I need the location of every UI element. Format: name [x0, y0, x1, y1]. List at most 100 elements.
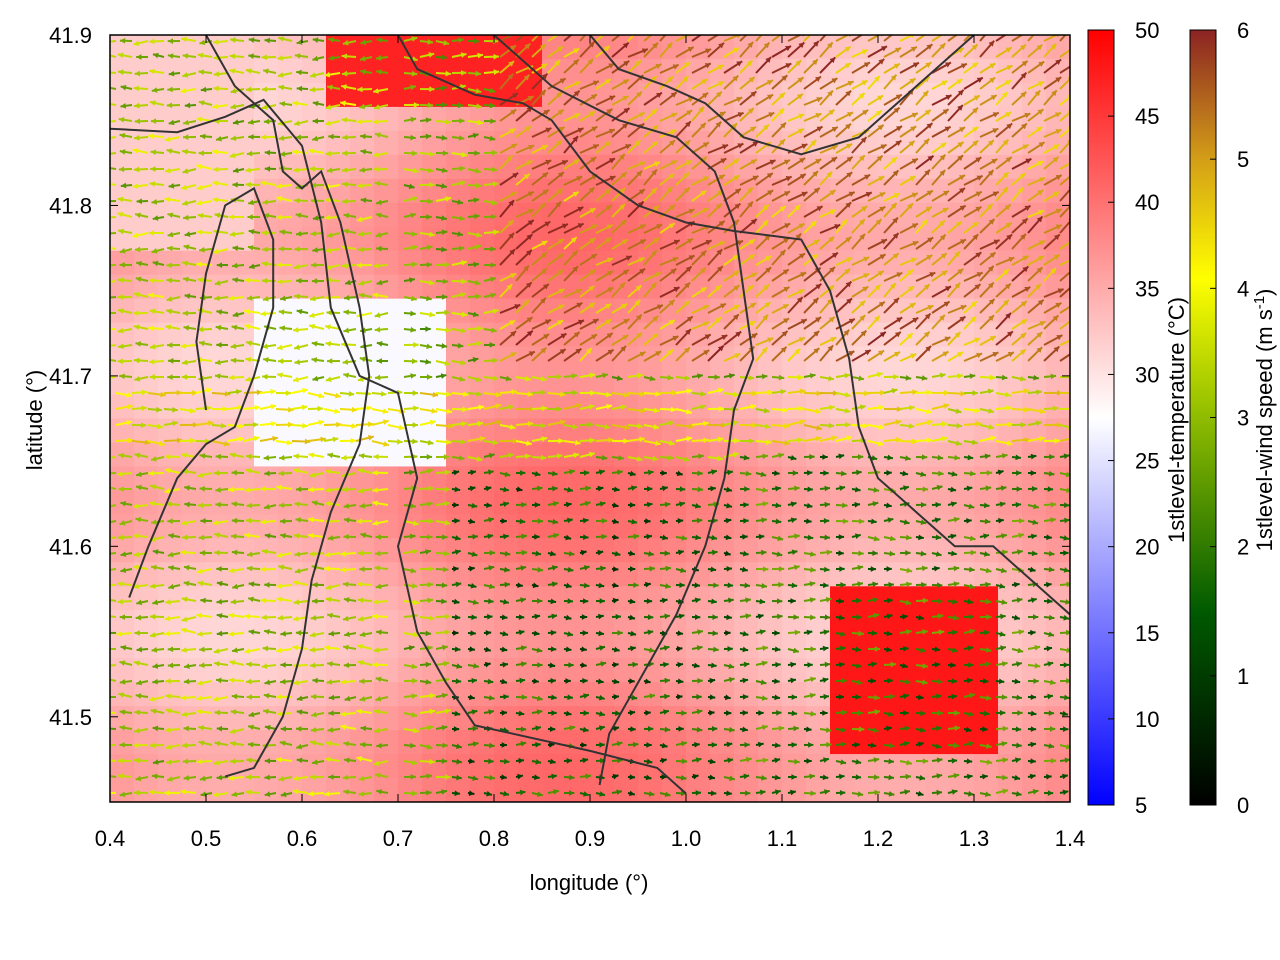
wind-arrow-shaft [110, 167, 117, 170]
temperature-cell [518, 274, 543, 300]
temperature-cell [734, 658, 759, 683]
temperature-cell [614, 370, 639, 396]
temperature-cell [254, 562, 279, 587]
wind-arrow-head [102, 743, 107, 749]
temperature-cell [710, 634, 735, 659]
temperature-cell [806, 82, 831, 108]
temperature-cell [374, 778, 399, 802]
temperature-cell [1046, 634, 1070, 659]
temperature-cell [878, 202, 903, 228]
temperature-cell [158, 58, 183, 84]
temperature-cell [974, 35, 999, 60]
wind-arrow-head [119, 149, 126, 155]
temperature-cell [350, 538, 375, 563]
temperature-cell [374, 250, 399, 276]
temperature-cell [902, 322, 927, 348]
wind-arrow-head [103, 231, 108, 237]
temperature-cell [1022, 610, 1047, 635]
temperature-cell [374, 562, 399, 587]
temperature-cell [926, 778, 951, 802]
temperature-cell [638, 706, 663, 731]
wind-arrow-head [118, 116, 125, 123]
wind-arrow-shaft [110, 136, 117, 139]
temperature-cell [638, 35, 663, 60]
temperature-cell [950, 322, 975, 348]
temperature-cell [494, 538, 519, 563]
temperature-cell [398, 754, 423, 779]
temperature-cell [422, 154, 447, 180]
temperature-cell [398, 538, 423, 563]
temperature-cell [326, 394, 351, 420]
temperature-cell [590, 562, 615, 587]
temperature-cell [302, 58, 327, 84]
temperature-cell [230, 538, 255, 563]
temperature-cell [446, 370, 471, 396]
temperature-cell [278, 754, 303, 779]
temperature-cell [950, 538, 975, 563]
temperature-cell [470, 682, 495, 707]
wind-vectors [100, 27, 1070, 798]
wind-arrow-head [103, 484, 109, 490]
temperature-cell [830, 586, 855, 611]
temperature-cell [566, 586, 591, 611]
temperature-cell [926, 538, 951, 563]
temperature-cell [278, 610, 303, 635]
temperature-cell [854, 322, 879, 348]
temperature-cell [494, 658, 519, 683]
temperature-cell [542, 682, 567, 707]
temperature-cell [806, 35, 831, 60]
wind-arrow-head [144, 439, 151, 446]
temperature-cell [734, 634, 759, 659]
temperature-cell [398, 58, 423, 84]
temperature-cell [230, 682, 255, 707]
wind-arrow-head [101, 280, 107, 286]
temperature-cell [158, 442, 183, 468]
temperature-cell [878, 730, 903, 755]
temperature-cell [374, 394, 399, 420]
wind-arrow-head [575, 27, 581, 33]
temperature-cell [926, 442, 951, 468]
temperature-cell [182, 514, 207, 539]
temperature-cell [638, 778, 663, 802]
temperature-cell [230, 778, 255, 802]
temperature-cell [302, 202, 327, 228]
temperature-cell [110, 586, 135, 611]
wind-arrow-shaft [110, 232, 117, 235]
wind-arrow-head [120, 182, 127, 189]
temperature-cell [182, 658, 207, 683]
temperature-cell [302, 778, 327, 802]
temperature-cell [374, 610, 399, 635]
temperature-cell [614, 418, 639, 444]
wind-arrow-shaft [110, 711, 117, 714]
temperature-cell [374, 730, 399, 755]
temperature-cell [998, 610, 1023, 635]
temperature-cell [734, 466, 759, 492]
temperature-cell [590, 610, 615, 635]
temperature-cell [446, 58, 471, 84]
temperature-cell [758, 202, 783, 228]
temperature-cell [590, 442, 615, 468]
temperature-cell [398, 370, 423, 396]
wind-arrow-head [103, 357, 109, 363]
temperature-cell [326, 514, 351, 539]
wind-arrow-shaft [110, 568, 117, 571]
temperature-cell [854, 226, 879, 252]
wind-arrow-head [119, 373, 125, 380]
temperature-cell [350, 754, 375, 779]
temperature-cell [350, 154, 375, 180]
wind-arrow-head [100, 790, 105, 796]
temperature-cell [182, 394, 207, 420]
temperature-cell [1046, 82, 1070, 108]
temperature-cell [638, 586, 663, 611]
temperature-cell [542, 442, 567, 468]
temperature-cell [206, 586, 231, 611]
temperature-cell [494, 178, 519, 204]
temperature-cell [974, 586, 999, 611]
temperature-cell [998, 658, 1023, 683]
temperature-cell [734, 346, 759, 372]
temperature-cell [950, 82, 975, 108]
wind-arrow-head [118, 452, 125, 459]
temperature-cell [782, 682, 807, 707]
wind-arrow-head [141, 405, 147, 412]
temperature-cell [806, 634, 831, 659]
